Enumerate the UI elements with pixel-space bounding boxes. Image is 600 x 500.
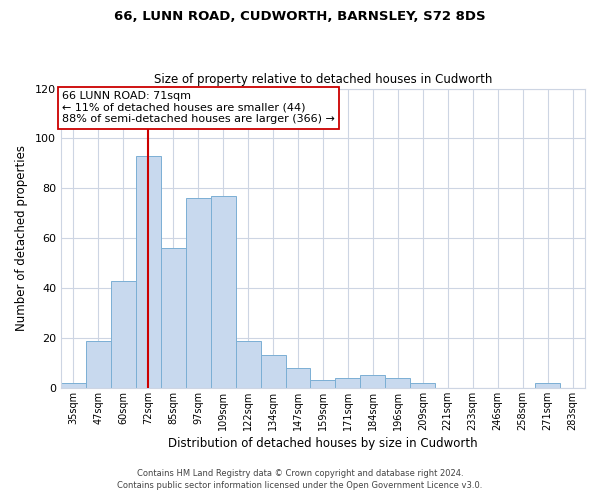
Text: 66, LUNN ROAD, CUDWORTH, BARNSLEY, S72 8DS: 66, LUNN ROAD, CUDWORTH, BARNSLEY, S72 8… [114,10,486,23]
Bar [385,378,410,388]
Bar [310,380,335,388]
Bar [161,248,186,388]
Bar [410,383,435,388]
Bar [286,368,310,388]
Text: 66 LUNN ROAD: 71sqm
← 11% of detached houses are smaller (44)
88% of semi-detach: 66 LUNN ROAD: 71sqm ← 11% of detached ho… [62,91,335,124]
Bar [61,383,86,388]
Bar [136,156,161,388]
Bar [260,356,286,388]
Title: Size of property relative to detached houses in Cudworth: Size of property relative to detached ho… [154,73,492,86]
Bar [186,198,211,388]
X-axis label: Distribution of detached houses by size in Cudworth: Distribution of detached houses by size … [168,437,478,450]
Bar [111,280,136,388]
Bar [211,196,236,388]
Bar [236,340,260,388]
Bar [86,340,111,388]
Y-axis label: Number of detached properties: Number of detached properties [15,145,28,331]
Bar [335,378,361,388]
Bar [361,376,385,388]
Text: Contains HM Land Registry data © Crown copyright and database right 2024.
Contai: Contains HM Land Registry data © Crown c… [118,468,482,490]
Bar [535,383,560,388]
